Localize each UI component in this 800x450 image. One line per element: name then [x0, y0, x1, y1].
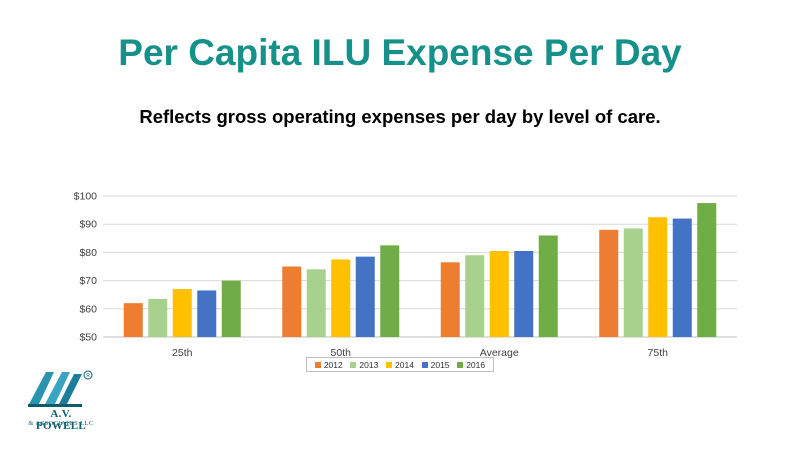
- bar: [197, 290, 217, 337]
- bar: [355, 256, 375, 337]
- chart-legend: 2012 2013 2014 2015 2016: [306, 357, 494, 372]
- y-tick-label: $80: [79, 247, 97, 259]
- legend-label: 2015: [430, 359, 450, 370]
- bar: [514, 250, 534, 337]
- legend-item: 2012: [314, 359, 343, 370]
- y-tick-label: $60: [79, 303, 97, 315]
- company-logo: R: [28, 370, 93, 407]
- x-tick-label: 50th: [331, 347, 352, 359]
- bar: [221, 280, 241, 337]
- legend-item: 2015: [421, 359, 450, 370]
- legend-swatch: [421, 361, 428, 368]
- legend-label: 2013: [359, 359, 379, 370]
- legend-label: 2012: [323, 359, 343, 370]
- svg-text:R: R: [86, 373, 90, 379]
- slide-title: Per Capita ILU Expense Per Day: [118, 32, 682, 73]
- bar: [623, 228, 643, 337]
- y-tick-label: $50: [79, 332, 97, 344]
- legend-item: 2016: [457, 360, 485, 370]
- logo-subtitle: & ASSOCIATES LLC: [28, 420, 94, 427]
- x-tick-label: Average: [480, 347, 519, 359]
- x-tick-label: 25th: [172, 347, 193, 359]
- bar: [380, 245, 400, 337]
- bar: [306, 269, 326, 337]
- slide-subtitle: Reflects gross operating expenses per da…: [139, 106, 661, 127]
- y-tick-label: $90: [79, 219, 97, 231]
- bar: [282, 266, 302, 337]
- bar: [599, 229, 619, 337]
- bar: [697, 203, 717, 337]
- y-tick-label: $70: [79, 275, 97, 287]
- y-tick-label: $100: [74, 191, 98, 203]
- bar: [148, 298, 168, 337]
- legend-label: 2016: [466, 359, 486, 370]
- legend-item: 2013: [350, 360, 378, 370]
- legend-swatch: [314, 361, 321, 368]
- legend-swatch: [350, 361, 357, 368]
- logo-name: A.V. POWELL: [35, 408, 87, 432]
- bar: [172, 289, 192, 337]
- bar: [123, 303, 143, 337]
- legend-swatch: [457, 361, 464, 368]
- legend-label: 2014: [395, 359, 414, 370]
- bar: [331, 259, 351, 337]
- legend-swatch: [386, 361, 393, 368]
- bar: [648, 217, 668, 337]
- bar: [440, 262, 460, 337]
- bar: [465, 255, 485, 337]
- x-tick-label: 75th: [648, 347, 669, 359]
- bar: [538, 235, 558, 337]
- bar: [489, 250, 509, 337]
- legend-item: 2014: [386, 360, 414, 370]
- bar: [672, 218, 692, 337]
